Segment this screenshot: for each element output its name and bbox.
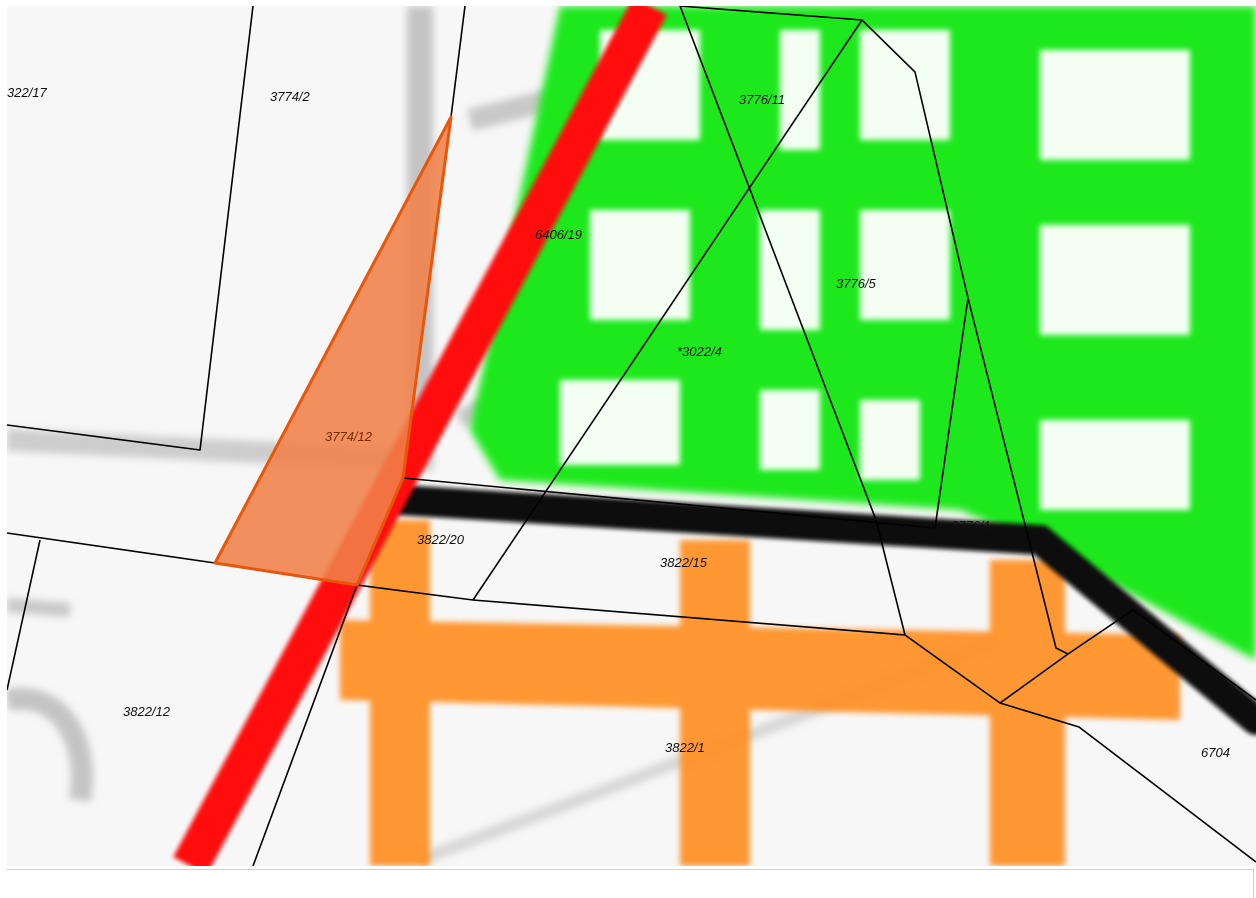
parcel-boundaries xyxy=(7,6,1256,866)
cadastral-map[interactable]: 322/17 3774/2 3776/11 6406/19 3776/5 *30… xyxy=(7,6,1256,866)
parcel-labels: 322/17 3774/2 3776/11 6406/19 3776/5 *30… xyxy=(7,85,1230,760)
parcel-label-3774-2[interactable]: 3774/2 xyxy=(270,89,311,104)
parcel-label-3822-20[interactable]: 3822/20 xyxy=(417,532,465,547)
parcel-label-3822-15[interactable]: 3822/15 xyxy=(660,555,708,570)
parcel-label-3774-12[interactable]: 3774/12 xyxy=(325,429,373,444)
map-viewport[interactable]: 322/17 3774/2 3776/11 6406/19 3776/5 *30… xyxy=(7,6,1256,866)
dark-road-band xyxy=(385,485,1256,735)
parcel-label-3822-17[interactable]: 322/17 xyxy=(7,85,48,100)
parcel-label-3776-1[interactable]: 3776/1 xyxy=(951,518,991,533)
bottom-panel xyxy=(7,869,1254,898)
parcel-label-6406-19[interactable]: 6406/19 xyxy=(535,227,582,242)
parcel-label-3022-4[interactable]: *3022/4 xyxy=(677,344,722,359)
parcel-label-3822-12[interactable]: 3822/12 xyxy=(123,704,171,719)
parcel-label-3822-1[interactable]: 3822/1 xyxy=(665,740,705,755)
selected-parcel-3774-12[interactable] xyxy=(213,115,453,587)
orange-layer xyxy=(340,520,1180,866)
parcel-label-3776-11[interactable]: 3776/11 xyxy=(739,92,785,107)
green-layer-holes xyxy=(560,30,1190,510)
parcel-label-3776-5[interactable]: 3776/5 xyxy=(836,276,877,291)
red-line-feature xyxy=(173,6,667,866)
parcel-label-6704[interactable]: 6704 xyxy=(1201,745,1230,760)
